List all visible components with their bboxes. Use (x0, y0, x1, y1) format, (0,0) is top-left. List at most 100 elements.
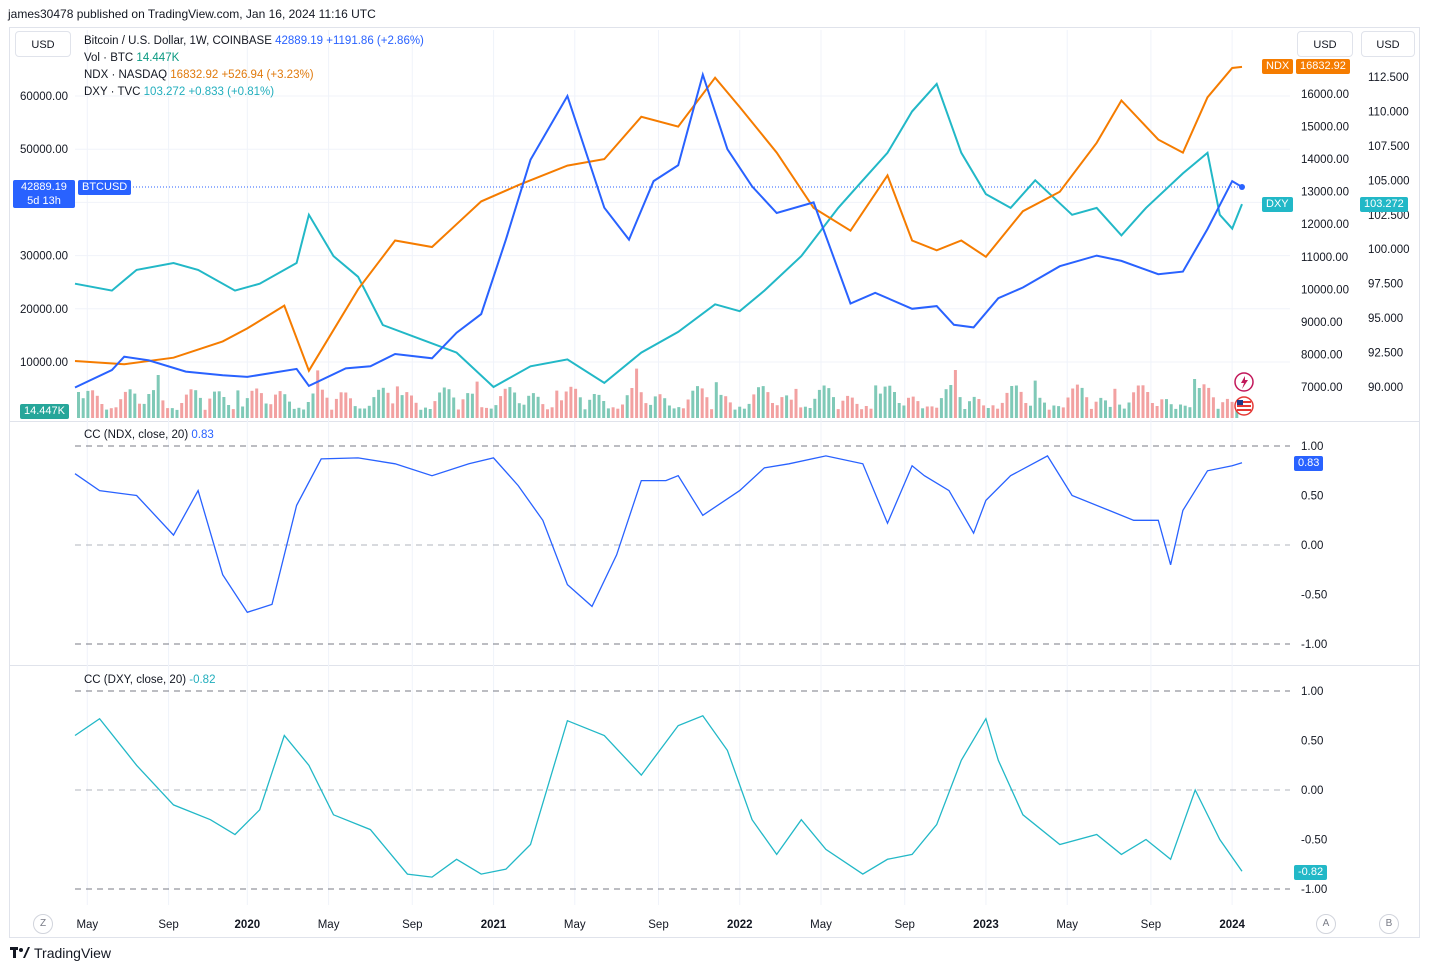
legend-btc[interactable]: Bitcoin / U.S. Dollar, 1W, COINBASE 4288… (84, 33, 424, 50)
volume-bar (968, 401, 971, 418)
volume-bar (935, 407, 939, 418)
tradingview-logo[interactable]: TradingView (10, 945, 111, 961)
cc-dxy-tick-label: 0.00 (1301, 785, 1323, 797)
volume-bar (503, 388, 507, 418)
volume-bar (855, 403, 859, 418)
volume-bar (109, 408, 113, 418)
legend-ndx[interactable]: NDX · NASDAQ 16832.92 +526.94 (+3.23%) (84, 67, 314, 84)
volume-bar (138, 403, 141, 418)
btc-series-line (74, 71, 1243, 389)
volume-bar (1216, 408, 1220, 418)
ndx-price-badge: 16832.92 (1296, 59, 1350, 74)
volume-bar (902, 405, 906, 418)
volume-bar (255, 388, 259, 418)
volume-bar (1155, 406, 1159, 418)
volume-bar (696, 386, 699, 418)
volume-bar (494, 405, 498, 418)
legend-vol[interactable]: Vol · BTC 14.447K (84, 50, 179, 67)
volume-bar (499, 396, 503, 418)
legend-cc-dxy[interactable]: CC (DXY, close, 20) -0.82 (84, 672, 215, 689)
volume-bar (91, 390, 95, 418)
volume-bar (203, 409, 207, 418)
volume-bar (550, 407, 554, 418)
news-icon[interactable] (1234, 372, 1254, 392)
cc-ndx-tick-label: -1.00 (1301, 639, 1327, 651)
volume-bar (184, 394, 188, 418)
volume-bar (358, 408, 362, 418)
time-tick-label: May (1056, 919, 1078, 931)
volume-bar (264, 403, 268, 418)
volume-bar (1235, 408, 1239, 418)
pane-separator-1[interactable] (10, 421, 1419, 422)
volume-bar (147, 394, 151, 418)
volume-bar (808, 408, 812, 418)
ndx-axis-ticks: 7000.00 8000.00 9000.00 10000.00 11000.00 120… (1301, 89, 1349, 394)
scale-b-button[interactable]: B (1379, 914, 1399, 934)
volume-bar (569, 386, 573, 418)
btc-symbol-tag: BTCUSD (78, 180, 132, 195)
cc-ndx-value-badge: 0.83 (1294, 456, 1324, 471)
time-tick-label: Sep (648, 919, 668, 931)
time-tick-label: Sep (894, 919, 914, 931)
legend-cc-ndx[interactable]: CC (NDX, close, 20) 0.83 (84, 427, 214, 444)
zoom-button[interactable]: Z (33, 914, 53, 934)
volume-bar (1132, 392, 1136, 418)
volume-bar (686, 399, 690, 418)
time-tick-label: Sep (158, 919, 178, 931)
cc-ndx-tick-label: -0.50 (1301, 590, 1327, 602)
us-flag-event-icon[interactable] (1234, 396, 1254, 416)
volume-bar (452, 397, 456, 418)
volume-bar (1197, 388, 1201, 418)
volume-bar (349, 398, 352, 418)
auto-scale-button[interactable]: A (1316, 914, 1336, 934)
ndx-tick-label: 14000.00 (1301, 154, 1349, 166)
cc-dxy-value-badge: -0.82 (1294, 865, 1328, 880)
volume-bar (410, 395, 413, 418)
volume-bar (621, 404, 624, 418)
volume-bar (681, 408, 685, 418)
volume-bar (513, 392, 517, 418)
right-scale-currency-button-2[interactable]: USD (1361, 31, 1415, 57)
volume-bar (259, 393, 263, 418)
ndx-tick-label: 11000.00 (1301, 252, 1348, 264)
volume-bar (897, 403, 901, 418)
volume-bar (832, 397, 835, 418)
volume-bar (592, 394, 596, 418)
legend-ndx-symbol: NDX · NASDAQ (84, 69, 168, 81)
volume-bar (114, 407, 118, 418)
volume-bar (1141, 385, 1145, 418)
volume-bar (836, 409, 840, 418)
volume-bar (288, 401, 291, 418)
dxy-tick-label: 97.500 (1368, 279, 1403, 291)
volume-bar (649, 404, 653, 418)
volume-bar (1099, 397, 1103, 418)
cc-dxy-line (74, 715, 1243, 878)
volume-bar (1165, 399, 1168, 418)
right-scale-currency-button-1[interactable]: USD (1297, 31, 1353, 57)
cc-dxy-label: CC (DXY, close, 20) (84, 674, 187, 686)
volume-bar (799, 407, 803, 418)
btc-price-badge-value: 42889.19 (21, 181, 67, 193)
volume-bar (635, 368, 639, 418)
time-tick-label: May (564, 919, 586, 931)
time-tick-label: May (810, 919, 832, 931)
volume-bar (311, 393, 315, 418)
volume-bar (560, 400, 563, 418)
volume-bar (606, 408, 610, 418)
pane-separator-2[interactable] (10, 665, 1419, 666)
legend-dxy[interactable]: DXY · TVC 103.272 +0.833 (+0.81%) (84, 84, 274, 101)
volume-bar (958, 397, 962, 418)
ndx-tick-label: 15000.00 (1301, 122, 1349, 134)
volume-bar (152, 390, 155, 418)
time-tick-label: 2021 (481, 919, 507, 931)
volume-bar (893, 392, 896, 418)
volume-bar (119, 399, 123, 418)
time-tick-label: 2023 (973, 919, 999, 931)
volume-bar (217, 391, 221, 418)
volume-bar (531, 393, 535, 418)
volume-bar (527, 395, 531, 418)
left-scale-currency-button[interactable]: USD (15, 31, 71, 57)
dxy-tick-label: 95.000 (1368, 313, 1403, 325)
legend-ndx-change: +526.94 (+3.23%) (221, 69, 314, 81)
